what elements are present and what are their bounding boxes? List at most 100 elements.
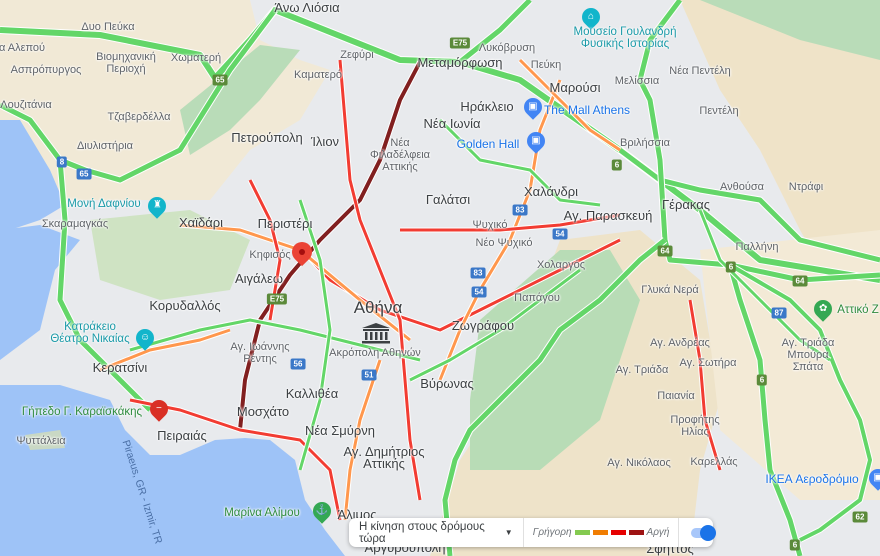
- place-label: Αγ. Σωτήρα: [679, 357, 737, 369]
- slow-label: Αργή: [646, 527, 670, 538]
- place-label: Χολαργός: [536, 259, 586, 271]
- place-label: Ηλίας: [681, 426, 709, 438]
- route-shield: E75: [266, 293, 288, 305]
- route-shield: 6: [611, 159, 623, 171]
- poi-name: The Mall Athens: [543, 103, 631, 117]
- poi-name: Γήπεδο Γ. Καραϊσκάκης: [21, 406, 143, 418]
- route-shield: 64: [657, 245, 673, 257]
- traffic-road: [129, 318, 421, 362]
- place-label: Ίλιον: [310, 134, 340, 149]
- place-label: Λυκόβρυση: [478, 42, 536, 54]
- place-label: Κερατσίνι: [92, 360, 148, 375]
- fast-label: Γρήγορη: [532, 527, 572, 538]
- place-label: Μεταμόρφωση: [417, 55, 503, 70]
- traffic-road: [300, 238, 621, 332]
- place-label: Προφήτης: [670, 414, 720, 426]
- place-label: Βιομηχανική: [96, 51, 156, 63]
- place-label: Γλυκά Νερά: [641, 284, 699, 296]
- place-label: Αγ. Ανδρέας: [650, 337, 710, 349]
- island-psyttaleia: [25, 430, 65, 450]
- poi-label[interactable]: Μουσείο Γουλανδρή Φυσικής Ιστορίας: [574, 26, 677, 50]
- swatch-fast: [574, 530, 590, 535]
- traffic-layer-toggle[interactable]: [691, 524, 716, 541]
- traffic-mode-dropdown[interactable]: Η κίνηση στους δρόμους τώρα ▼: [349, 518, 524, 547]
- chevron-down-icon: ▼: [504, 528, 513, 537]
- place-label: Λουζιτάνια: [0, 99, 52, 111]
- route-shield: 62: [852, 511, 868, 523]
- place-label: Αττικής: [363, 456, 405, 471]
- traffic-road: [518, 58, 621, 152]
- park-penteli: [700, 0, 880, 60]
- route-shield: 8: [56, 156, 68, 168]
- place-label: Αττικής: [382, 161, 418, 173]
- traffic-road: [688, 299, 722, 471]
- traffic-road: [343, 359, 382, 521]
- poi-name: Golden Hall: [456, 137, 520, 151]
- route-shield: 87: [771, 307, 787, 319]
- place-label: Ακρόπολη Αθηνών: [329, 347, 421, 359]
- place-label: Αγ. Νικόλαος: [607, 457, 671, 469]
- route-shield: 65: [76, 168, 92, 180]
- place-label: Ηράκλειο: [460, 99, 514, 114]
- place-label: Φιλαδέλφεια: [369, 149, 431, 161]
- place-label: Νέα Ιωνία: [423, 116, 481, 131]
- place-label: Περιστέρι: [257, 216, 313, 231]
- place-label: Βριλήσσια: [619, 137, 671, 149]
- place-label: Μοσχάτο: [236, 404, 290, 419]
- acropolis-icon[interactable]: [360, 322, 392, 344]
- place-label: Γαλάτσι: [425, 192, 471, 207]
- route-shield: 54: [552, 228, 568, 240]
- traffic-road: [57, 159, 152, 412]
- route-shield: 83: [512, 204, 528, 216]
- place-label: Νέα Σμύρνη: [304, 423, 376, 438]
- traffic-legend: Η κίνηση στους δρόμους τώρα ▼ Γρήγορη Αρ…: [349, 518, 716, 547]
- place-label: Χωματερή: [170, 52, 222, 64]
- route-shield: 56: [290, 358, 306, 370]
- place-label: Χαλάνδρι: [523, 184, 579, 199]
- traffic-road: [129, 398, 342, 521]
- place-label: Καρελλάς: [690, 456, 738, 468]
- route-shield: 65: [212, 74, 228, 86]
- traffic-mode-label: Η κίνηση στους δρόμους τώρα: [359, 520, 485, 545]
- place-label: Ζεφύρι: [340, 49, 374, 61]
- poi-label[interactable]: Κατράκειο Θέατρο Νικαίας: [50, 321, 129, 345]
- poi-label[interactable]: IKEA Αεροδρόμιο: [765, 473, 858, 485]
- traffic-road: [0, 7, 880, 283]
- traffic-road: [438, 118, 601, 207]
- poi-label[interactable]: Golden Hall: [457, 138, 520, 150]
- traffic-road: [637, 0, 880, 283]
- place-label: Άνω Λιόσια: [274, 0, 340, 15]
- place-label: Σκαραμαγκάς: [41, 218, 109, 230]
- place-label: Ανθούσα: [719, 181, 765, 193]
- poi-label[interactable]: Μαρίνα Αλίμου: [224, 507, 300, 519]
- poi-label[interactable]: Αττικό Ζ: [837, 304, 879, 316]
- place-label: Περιοχή: [106, 63, 146, 75]
- traffic-road: [298, 199, 332, 471]
- place-label: Κορυδαλλός: [149, 298, 221, 313]
- sea-saronic: [0, 385, 345, 556]
- place-label: Καματερό: [294, 69, 342, 81]
- place-label: Αιγάλεω: [234, 271, 284, 286]
- place-label: Ψυχικό: [472, 219, 508, 231]
- poi-label[interactable]: The Mall Athens: [544, 104, 630, 116]
- route-shield: 64: [792, 275, 808, 287]
- place-label: Αγ. Ιωάννης: [230, 341, 290, 353]
- traffic-road: [99, 328, 231, 372]
- place-label: Παιανία: [657, 390, 695, 402]
- place-label: α Αλεπού: [0, 42, 46, 54]
- traffic-speed-scale: Γρήγορη Αργή: [524, 518, 680, 547]
- poi-label[interactable]: Μονή Δαφνίου: [67, 198, 140, 210]
- traffic-road: [442, 238, 667, 556]
- poi-name: Κατράκειο: [64, 321, 116, 333]
- place-label: Βύρωνας: [420, 376, 474, 391]
- place-label: Ζωγράφου: [451, 318, 515, 333]
- place-label: Ψυττάλεια: [16, 435, 66, 447]
- poi-label[interactable]: Γήπεδο Γ. Καραϊσκάκης: [22, 406, 142, 418]
- place-label: Πειραιάς: [157, 428, 207, 443]
- traffic-road: [438, 79, 562, 381]
- route-shield: 54: [471, 286, 487, 298]
- park-daphni: [90, 210, 250, 300]
- poi-name: Μουσείο Γουλανδρή: [573, 26, 677, 38]
- place-label: Αθήνα: [353, 298, 403, 317]
